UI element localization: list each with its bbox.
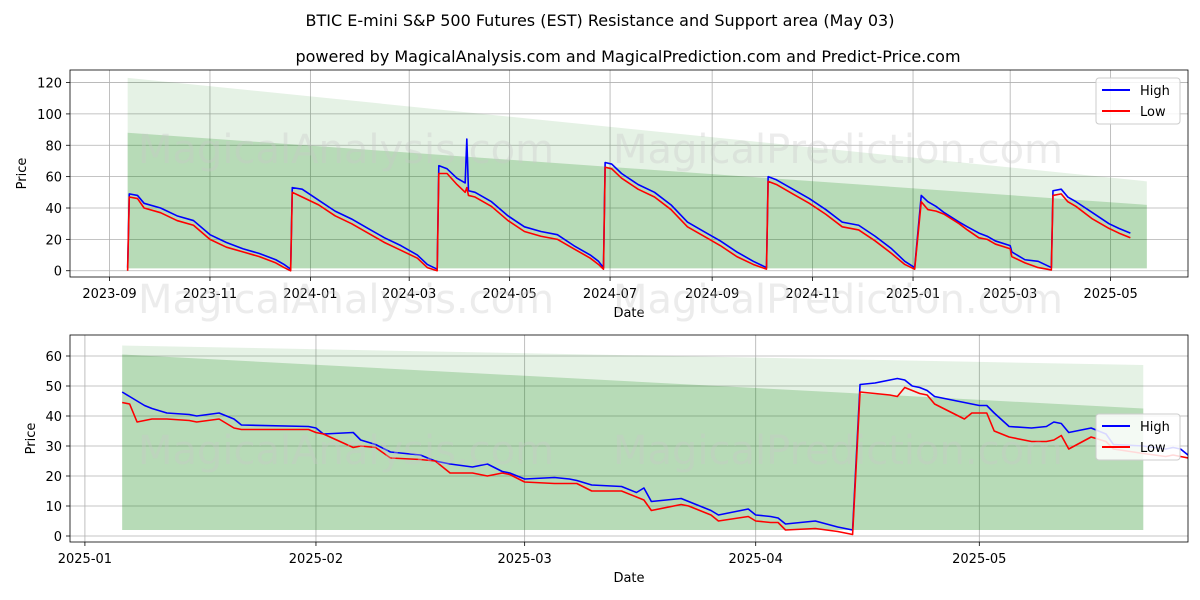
top-legend-label-low: Low: [1140, 105, 1166, 120]
top-legend: High Low: [1095, 77, 1181, 125]
chart-title: BTIC E-mini S&P 500 Futures (EST) Resist…: [306, 11, 895, 30]
top-y-tick-label: 80: [45, 139, 62, 154]
top-x-tick-label: 2024-09: [685, 287, 739, 302]
top-x-tick-label: 2024-05: [482, 287, 536, 302]
bottom-watermark-text: MagicalAnalysis.com: [138, 428, 554, 474]
top-y-tick-label: 20: [45, 233, 62, 248]
bottom-y-tick-label: 30: [45, 440, 62, 455]
bottom-watermark-text: MagicalPrediction.com: [613, 428, 1063, 474]
top-x-tick-label: 2025-05: [1083, 287, 1137, 302]
bottom-support-band: [122, 354, 1144, 530]
top-x-tick-label: 2024-01: [283, 287, 337, 302]
chart-subtitle: powered by MagicalAnalysis.com and Magic…: [295, 47, 960, 66]
bottom-y-tick-label: 60: [45, 350, 62, 365]
top-x-tick-label: 2024-11: [785, 287, 839, 302]
top-y-tick-label: 100: [37, 108, 62, 123]
top-resistance-band: [127, 77, 1147, 269]
bottom-legend-label-low: Low: [1140, 441, 1166, 456]
top-support-band: [127, 132, 1147, 269]
bottom-x-axis-label: Date: [613, 571, 644, 586]
top-x-tick-label: 2023-09: [82, 287, 136, 302]
bottom-plot-area: [121, 345, 1188, 536]
top-watermark-text: MagicalPrediction.com: [613, 127, 1063, 173]
top-watermark-text: MagicalAnalysis.com: [138, 277, 554, 323]
top-y-tick-label: 120: [37, 77, 62, 92]
top-x-tick-label: 2024-07: [583, 287, 637, 302]
top-axes-frame: [69, 69, 1189, 278]
top-y-tick-label: 0: [54, 265, 62, 280]
top-chart-panel: 2023-09 2023-11 2024-01 2024-03 2024-05 2024-…: [15, 69, 1189, 323]
bottom-y-tick-label: 0: [54, 530, 62, 545]
top-low-series-line: [126, 166, 1131, 272]
bottom-legend-label-high: High: [1140, 420, 1170, 435]
top-y-tick-label: 60: [45, 171, 62, 186]
bottom-y-tick-label: 10: [45, 500, 62, 515]
bottom-legend: High Low: [1095, 413, 1181, 461]
bottom-x-tick-label: 2025-03: [497, 552, 551, 567]
top-y-tick-label: 40: [45, 202, 62, 217]
top-high-series-line: [126, 138, 1131, 270]
top-watermark-text: MagicalPrediction.com: [613, 277, 1063, 323]
top-legend-label-high: High: [1140, 84, 1170, 99]
bottom-low-series-line: [122, 386, 1188, 536]
bottom-axes-frame: [69, 334, 1189, 543]
top-watermark-text: MagicalAnalysis.com: [138, 127, 554, 173]
bottom-x-tick-label: 2025-05: [952, 552, 1006, 567]
top-x-axis-label: Date: [613, 306, 644, 321]
top-x-tick-label: 2025-03: [983, 287, 1037, 302]
bottom-y-tick-label: 20: [45, 470, 62, 485]
top-x-tick-label: 2025-01: [886, 287, 940, 302]
bottom-resistance-band: [122, 345, 1144, 530]
bottom-high-series-line: [121, 377, 1188, 531]
bottom-x-tick-label: 2025-02: [289, 552, 343, 567]
bottom-y-axis-label: Price: [24, 423, 39, 455]
top-x-tick-label: 2023-11: [183, 287, 237, 302]
bottom-y-tick-label: 50: [45, 380, 62, 395]
bottom-chart-panel: 2025-01 2025-02 2025-03 2025-04 2025-05 0 10 20…: [24, 334, 1189, 586]
bottom-x-tick-label: 2025-01: [58, 552, 112, 567]
bottom-x-tick-label: 2025-04: [729, 552, 783, 567]
top-x-tick-label: 2024-03: [382, 287, 436, 302]
top-y-axis-label: Price: [15, 158, 30, 190]
top-plot-area: [126, 77, 1147, 272]
bottom-y-tick-label: 40: [45, 410, 62, 425]
